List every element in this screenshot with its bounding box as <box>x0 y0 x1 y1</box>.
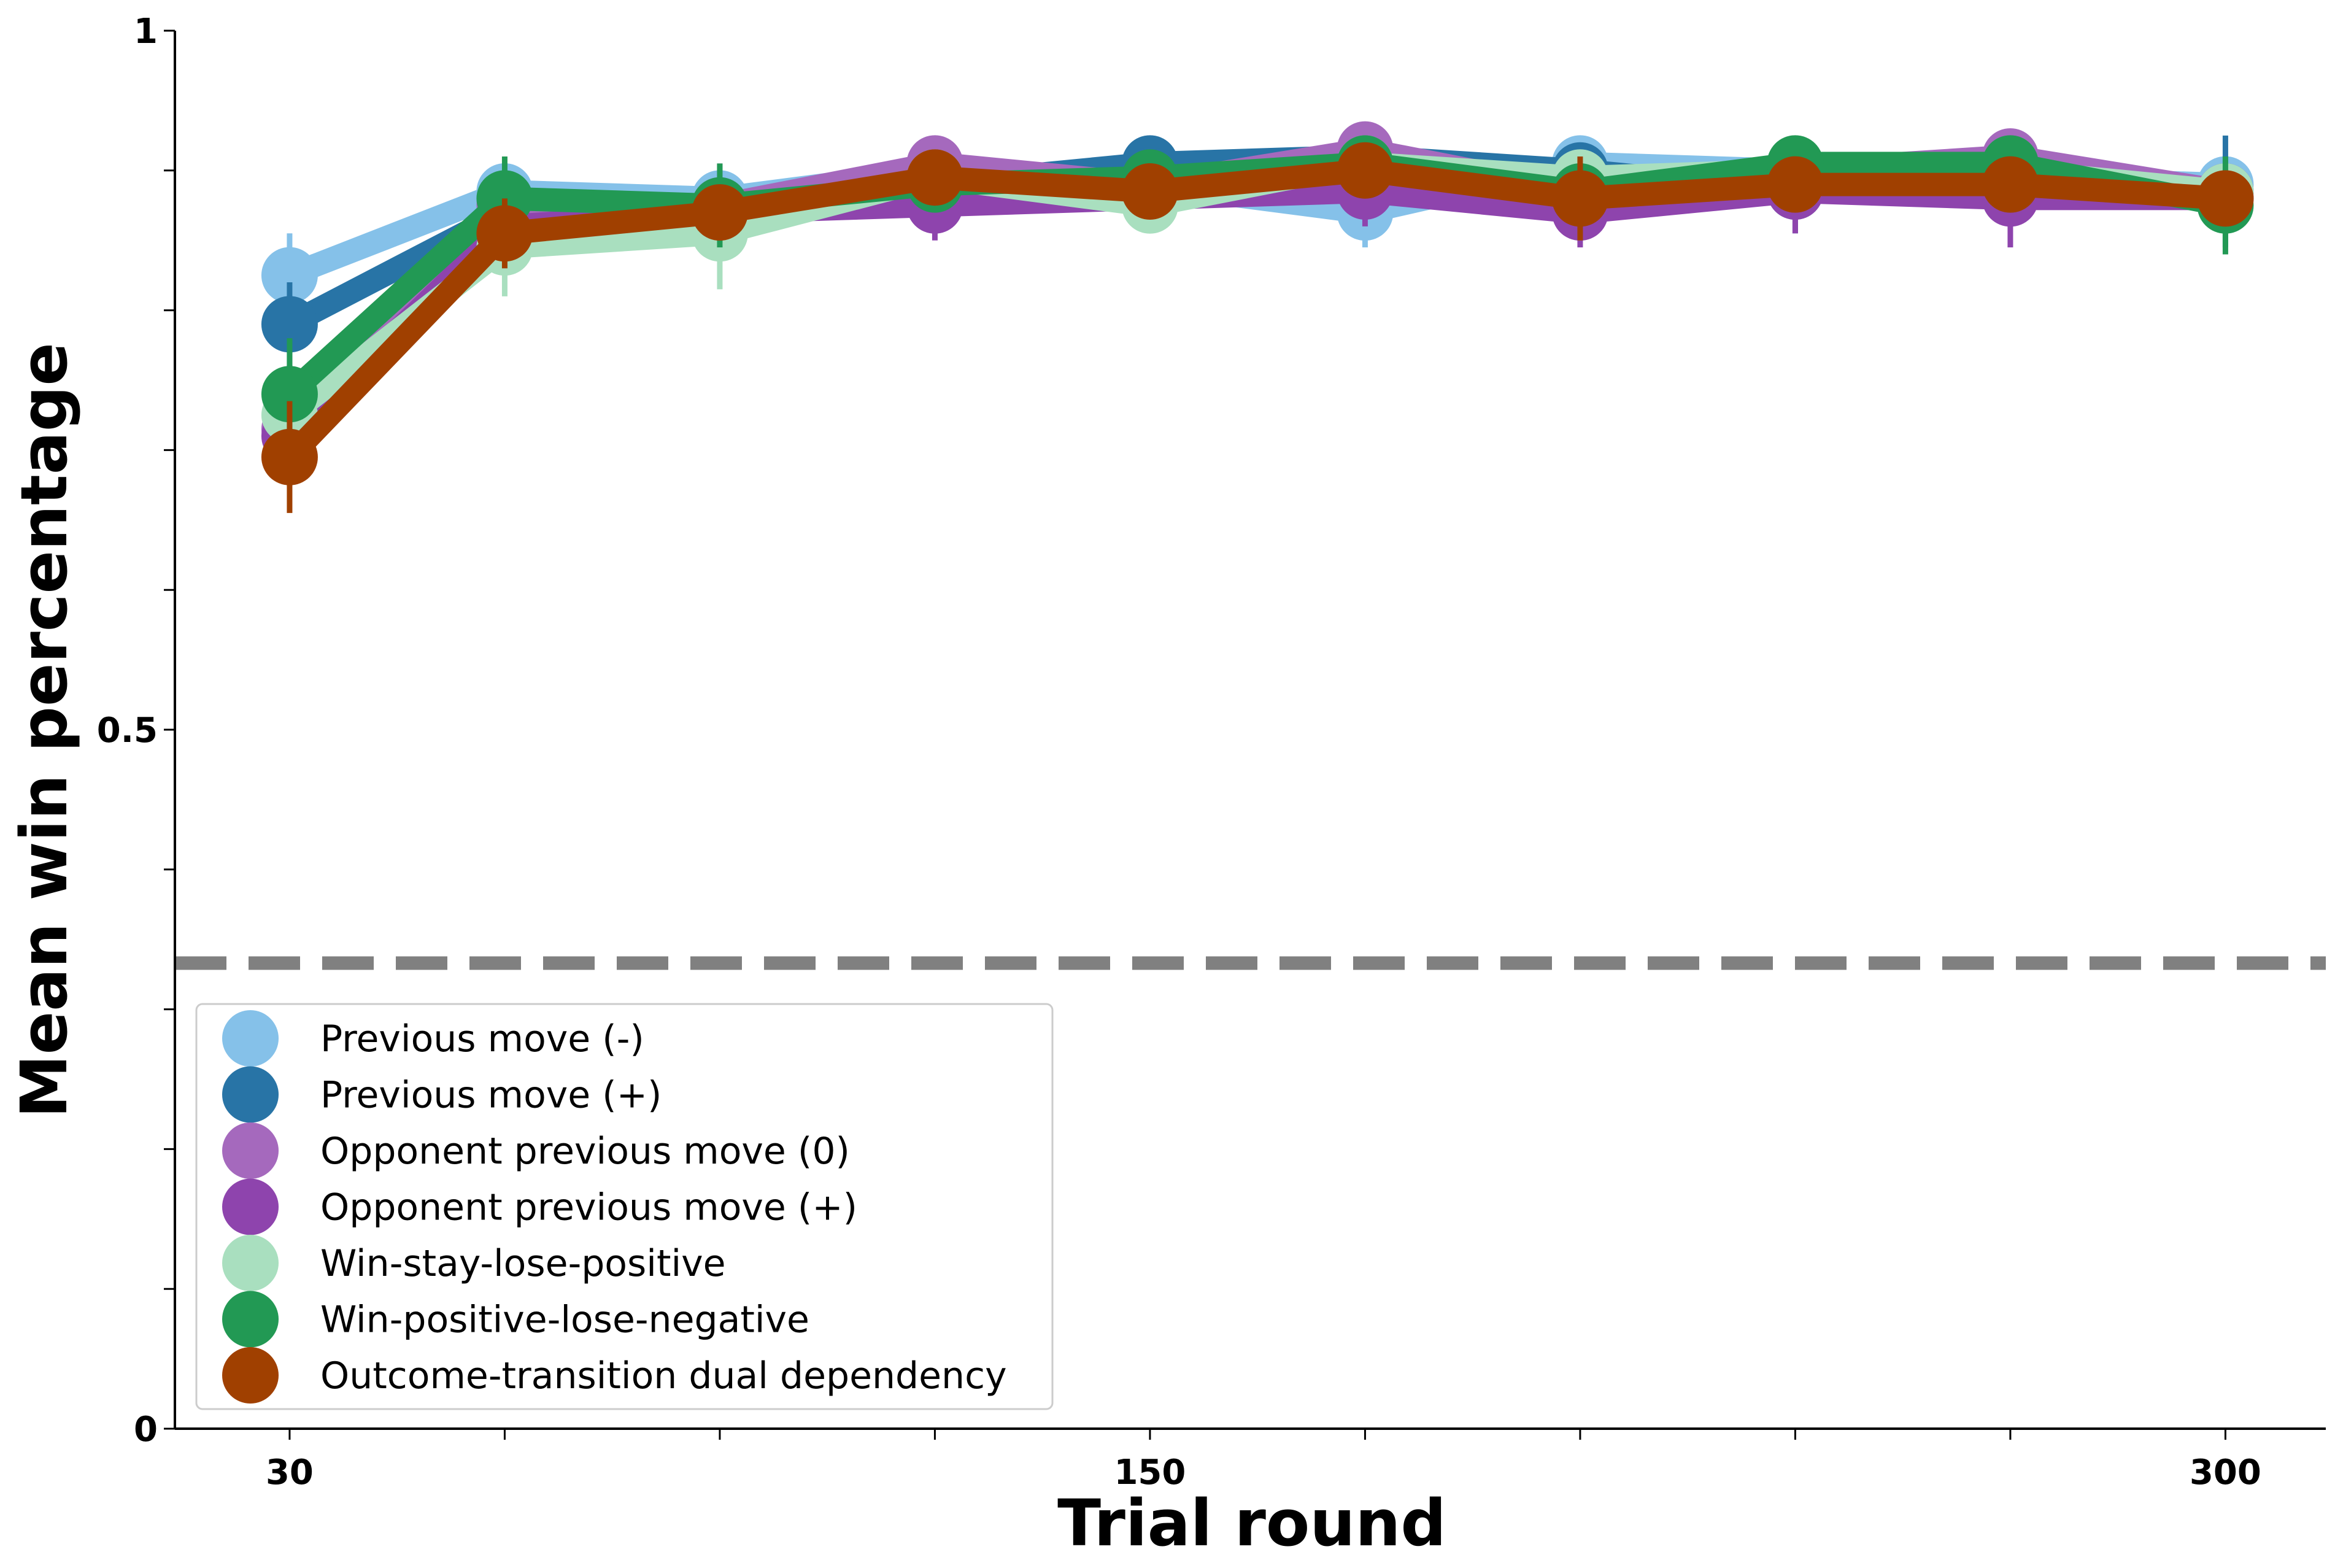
x-tick-label: 30 <box>266 1453 314 1493</box>
legend-marker <box>222 1122 279 1179</box>
legend-box <box>195 1003 1054 1410</box>
data-point <box>906 149 963 206</box>
data-point <box>691 184 748 241</box>
legend-label: Win-stay-lose-positive <box>320 1242 726 1285</box>
data-point <box>1337 142 1394 199</box>
x-tick-label: 150 <box>1114 1453 1186 1493</box>
legend-label: Previous move (+) <box>320 1074 662 1117</box>
legend: Previous move (-) Previous move (+) Oppone… <box>195 1003 1054 1410</box>
data-point <box>1767 156 1824 213</box>
data-point <box>1982 156 2039 213</box>
data-point <box>476 205 533 262</box>
legend-label: Outcome-transition dual dependency <box>320 1354 1007 1397</box>
y-axis-title: Mean win percentage <box>7 342 82 1118</box>
legend-label: Win-positive-lose-negative <box>320 1299 809 1342</box>
legend-label: Opponent previous move (0) <box>320 1130 850 1173</box>
legend-marker <box>222 1010 279 1067</box>
y-tick-label: 0 <box>134 1410 158 1450</box>
data-point <box>261 247 318 304</box>
x-tick-label: 300 <box>2190 1453 2261 1493</box>
ticks: 30 150 300 0 0.5 1 <box>97 12 2261 1493</box>
x-axis-title: Trial round <box>1057 1486 1446 1561</box>
series-layer <box>261 121 2254 513</box>
y-tick-label: 0.5 <box>97 711 158 751</box>
legend-marker <box>222 1178 279 1235</box>
series-group <box>261 142 2254 513</box>
data-point <box>261 428 318 485</box>
data-point <box>2197 170 2254 227</box>
series-line <box>281 158 2226 465</box>
legend-marker <box>222 1235 279 1291</box>
legend-marker <box>222 1066 279 1123</box>
data-point <box>261 366 318 423</box>
data-point <box>261 296 318 353</box>
legend-marker <box>222 1347 279 1404</box>
legend-label: Opponent previous move (+) <box>320 1186 857 1229</box>
legend-marker <box>222 1291 279 1348</box>
data-point <box>1121 163 1178 220</box>
legend-label: Previous move (-) <box>320 1018 644 1060</box>
y-tick-label: 1 <box>134 12 158 52</box>
data-point <box>1551 170 1608 227</box>
